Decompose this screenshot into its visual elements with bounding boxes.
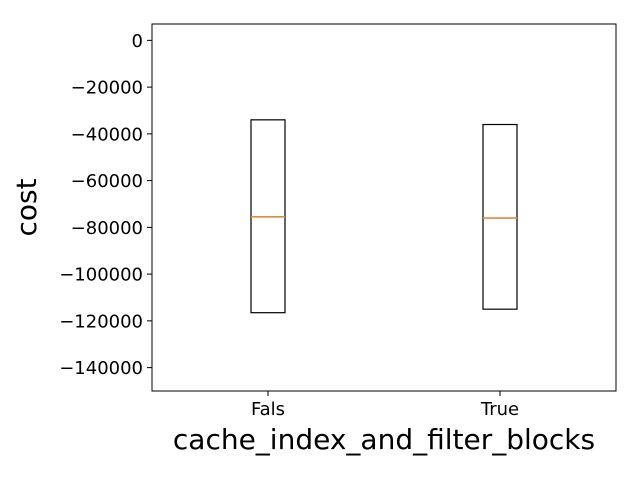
box-true [482,123,518,310]
y-tick-label: −40000 [71,124,143,145]
y-tick-label: −60000 [71,171,143,192]
y-tick-label: 0 [132,31,143,52]
y-axis-label: cost [10,178,43,236]
x-axis-ticks: Fals True [251,391,519,420]
x-tick-label: Fals [251,399,285,420]
plot-area-frame [151,23,617,392]
y-tick-label: −80000 [71,218,143,239]
x-tick-label: True [480,399,519,420]
y-tick-label: −100000 [59,265,143,286]
y-tick-label: −140000 [59,358,143,379]
x-axis-label: cache_index_and_filter_blocks [173,423,595,456]
y-tick-label: −120000 [59,311,143,332]
y-axis-ticks: 0 −20000 −40000 −60000 −80000 −100000 −120000 −… [59,31,152,379]
box-series [250,119,518,314]
y-tick-label: −20000 [71,78,143,99]
